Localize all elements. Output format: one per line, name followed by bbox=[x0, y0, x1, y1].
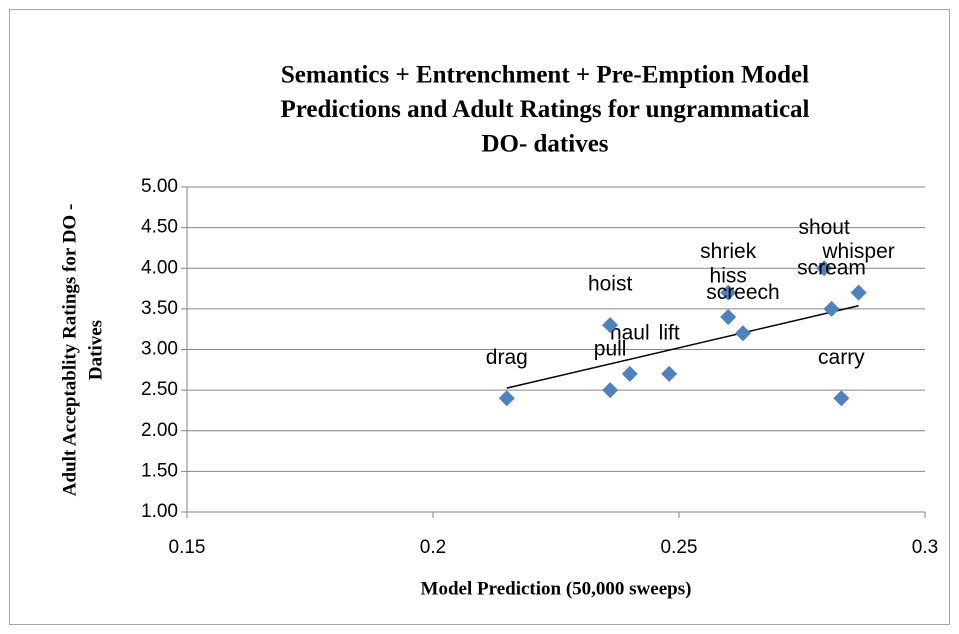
y-tick-label: 3.50 bbox=[141, 298, 178, 319]
point-label: scream bbox=[797, 256, 866, 279]
x-tick-label: 0.3 bbox=[912, 537, 938, 558]
y-tick-label: 3.00 bbox=[141, 339, 178, 360]
point bbox=[720, 309, 737, 325]
x-axis-title: Model Prediction (50,000 sweeps) bbox=[421, 578, 692, 599]
point-label: lift bbox=[659, 321, 680, 344]
y-tick-label: 1.00 bbox=[141, 501, 178, 522]
point bbox=[816, 260, 833, 277]
y-tick-label: 2.00 bbox=[141, 420, 178, 441]
y-axis-title: Datives bbox=[85, 320, 106, 380]
point-label: screech bbox=[706, 281, 780, 304]
point bbox=[602, 382, 619, 399]
chart-title: Semantics + Entrenchment + Pre-Emption M… bbox=[281, 62, 809, 89]
chart-title: DO- datives bbox=[481, 131, 608, 158]
point bbox=[602, 317, 619, 334]
point-label: hoist bbox=[588, 273, 633, 296]
point bbox=[621, 365, 638, 382]
point bbox=[850, 284, 867, 301]
y-tick-label: 2.50 bbox=[141, 379, 178, 400]
x-tick-label: 0.25 bbox=[661, 537, 698, 558]
chart-title: Predictions and Adult Ratings for ungram… bbox=[281, 96, 810, 123]
point bbox=[833, 390, 850, 407]
point-label: whisper bbox=[821, 240, 894, 263]
chart-frame bbox=[9, 9, 950, 625]
y-tick-label: 5.00 bbox=[141, 176, 178, 197]
y-tick-label: 1.50 bbox=[141, 460, 178, 481]
point bbox=[734, 325, 751, 342]
point-label: drag bbox=[486, 346, 528, 369]
point-label: carry bbox=[818, 346, 865, 369]
y-axis-title: Adult Acceptablity Ratings for DO - bbox=[59, 204, 80, 497]
point bbox=[498, 390, 515, 407]
y-tick-label: 4.00 bbox=[141, 257, 178, 278]
point-label: shout bbox=[798, 216, 850, 239]
point bbox=[720, 284, 737, 301]
x-tick-label: 0.15 bbox=[169, 537, 206, 558]
point-label: shriek bbox=[700, 240, 757, 263]
point bbox=[661, 365, 678, 382]
x-tick-label: 0.2 bbox=[420, 537, 446, 558]
point-label: hiss bbox=[710, 265, 747, 288]
y-tick-label: 4.50 bbox=[141, 217, 178, 238]
point bbox=[823, 300, 840, 317]
point-label: haul bbox=[610, 321, 650, 344]
point-label: pull bbox=[594, 338, 627, 361]
trendline bbox=[506, 305, 859, 389]
